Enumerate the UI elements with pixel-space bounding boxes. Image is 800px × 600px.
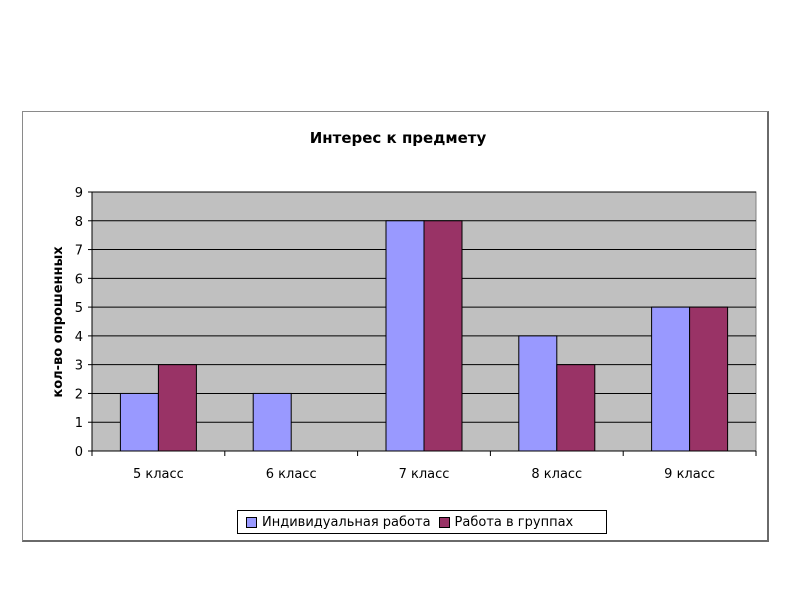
y-tick-label: 8 xyxy=(75,215,83,230)
y-tick-label: 2 xyxy=(75,387,83,402)
legend-swatch-series-1 xyxy=(246,516,257,528)
y-tick-label: 0 xyxy=(75,445,83,460)
bar-1 xyxy=(119,392,159,452)
bar-2 xyxy=(423,220,463,452)
y-tick-label: 1 xyxy=(75,416,83,431)
legend-label-series-2: Работа в группах xyxy=(454,514,574,530)
bar-2 xyxy=(157,364,197,452)
x-tick-label: 9 класс xyxy=(664,467,715,482)
legend-entry-series-2: Работа в группах xyxy=(438,514,574,530)
y-tick-label: 6 xyxy=(75,272,83,287)
y-tick-label: 3 xyxy=(75,359,83,374)
y-tick-label: 4 xyxy=(75,330,83,345)
x-tick-label: 8 класс xyxy=(531,467,582,482)
y-tick-label: 5 xyxy=(75,301,83,316)
y-axis-label: кол-во опрошенных xyxy=(51,246,66,398)
chart-title: Интерес к предмету xyxy=(310,129,487,147)
legend-label-series-1: Индивидуальная работа xyxy=(262,514,431,530)
bar-1 xyxy=(252,392,292,452)
bar-2 xyxy=(689,306,729,452)
y-tick-label: 7 xyxy=(75,244,83,259)
legend: Индивидуальная работа Работа в группах xyxy=(237,510,607,534)
bar-1 xyxy=(385,220,425,452)
bar-1 xyxy=(651,306,691,452)
y-tick-label: 9 xyxy=(75,186,83,201)
x-tick-label: 5 класс xyxy=(133,467,184,482)
legend-entry-series-1: Индивидуальная работа xyxy=(246,515,431,530)
bar-1 xyxy=(518,335,558,452)
bar-2 xyxy=(556,364,596,452)
legend-swatch-series-2 xyxy=(438,516,450,528)
x-tick-label: 6 класс xyxy=(266,467,317,482)
x-tick-label: 7 класс xyxy=(399,467,450,482)
